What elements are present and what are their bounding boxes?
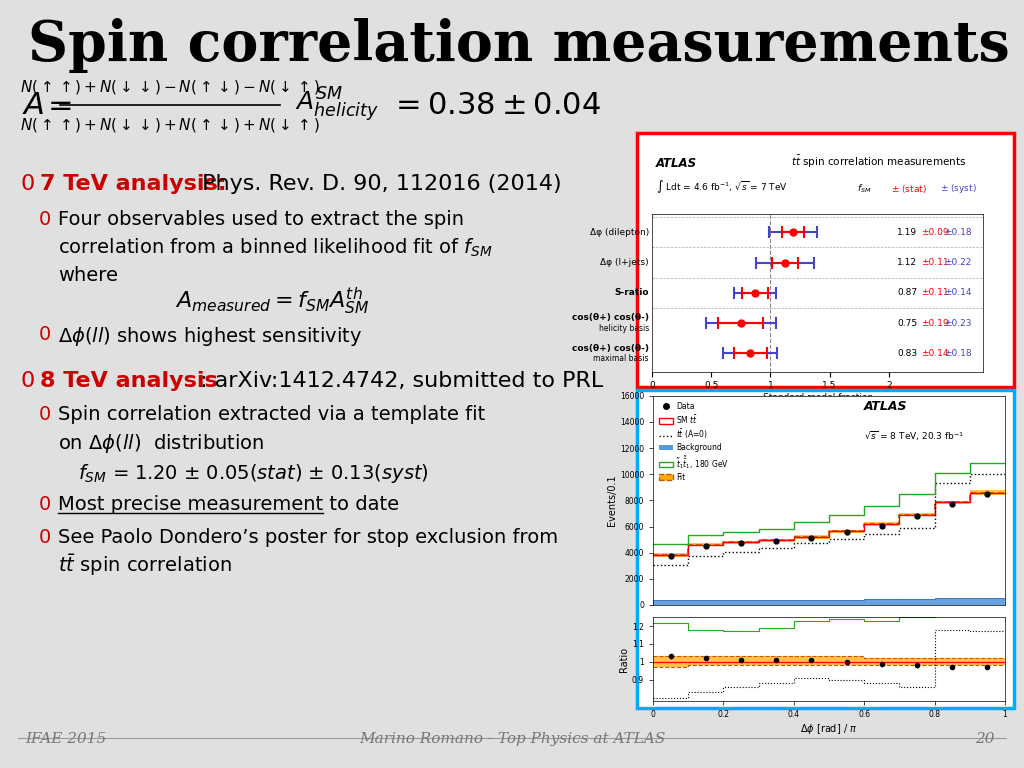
Text: ±0.14: ±0.14 — [944, 289, 972, 297]
Text: $t\bar{t}$ spin correlation measurements: $t\bar{t}$ spin correlation measurements — [792, 154, 967, 170]
Text: $\mathit{0}$: $\mathit{0}$ — [38, 528, 51, 547]
Y-axis label: Events/0.1: Events/0.1 — [607, 475, 617, 526]
Text: $N(\uparrow\uparrow)+N(\downarrow\downarrow)+N(\uparrow\downarrow)+N(\downarrow\: $N(\uparrow\uparrow)+N(\downarrow\downar… — [20, 116, 319, 134]
Text: $N(\uparrow\uparrow)+N(\downarrow\downarrow)-N(\uparrow\downarrow)-N(\downarrow\: $N(\uparrow\uparrow)+N(\downarrow\downar… — [20, 78, 319, 96]
Text: 1.19: 1.19 — [897, 228, 918, 237]
Text: maximal basis: maximal basis — [594, 354, 649, 363]
Text: $f_{SM}$ = 1.20 $\pm$ 0.05($stat$) $\pm$ 0.13($syst$): $f_{SM}$ = 1.20 $\pm$ 0.05($stat$) $\pm$… — [78, 462, 429, 485]
Text: $\pm$ (syst): $\pm$ (syst) — [940, 182, 977, 195]
Legend: Data, SM $t\bar{t}$, $t\bar{t}$ (A=0), Background, $\tilde{t}_1\tilde{\bar{t}}_1: Data, SM $t\bar{t}$, $t\bar{t}$ (A=0), B… — [657, 399, 731, 484]
Text: ±0.11: ±0.11 — [921, 289, 948, 297]
Text: Δφ (l+jets): Δφ (l+jets) — [600, 258, 649, 267]
Text: $\int$ Ldt = 4.6 fb$^{-1}$, $\sqrt{s}$ = 7 TeV: $\int$ Ldt = 4.6 fb$^{-1}$, $\sqrt{s}$ =… — [655, 178, 787, 195]
Text: Four observables used to extract the spin
correlation from a binned likelihood f: Four observables used to extract the spi… — [58, 210, 493, 285]
Text: 20: 20 — [976, 732, 995, 746]
Text: ±0.22: ±0.22 — [944, 258, 972, 267]
Text: Most precise measurement to date: Most precise measurement to date — [58, 495, 399, 514]
Text: $\mathit{0}$: $\mathit{0}$ — [20, 174, 35, 194]
Text: $\mathit{0}$: $\mathit{0}$ — [38, 210, 51, 229]
X-axis label: Standard model fraction: Standard model fraction — [763, 393, 872, 402]
Text: ATLAS: ATLAS — [864, 400, 907, 413]
Text: helicity basis: helicity basis — [599, 324, 649, 333]
Text: IFAE 2015: IFAE 2015 — [25, 732, 106, 746]
Text: $\mathit{0}$: $\mathit{0}$ — [20, 371, 35, 391]
Text: $\Delta\phi(ll)$ shows highest sensitivity: $\Delta\phi(ll)$ shows highest sensitivi… — [58, 325, 362, 348]
Text: 0.87: 0.87 — [897, 289, 918, 297]
Bar — [637, 133, 1014, 387]
Text: 8 TeV analysis: 8 TeV analysis — [40, 371, 218, 391]
Text: $\sqrt{s}$ = 8 TeV, 20.3 fb$^{-1}$: $\sqrt{s}$ = 8 TeV, 20.3 fb$^{-1}$ — [864, 429, 965, 443]
Text: $A_{measured} = f_{SM}A^{th}_{SM}$: $A_{measured} = f_{SM}A^{th}_{SM}$ — [175, 286, 370, 317]
Text: cos(θ+) cos(θ-): cos(θ+) cos(θ-) — [572, 313, 649, 323]
Text: Δφ (dilepton): Δφ (dilepton) — [590, 228, 649, 237]
Text: $t\bar{t}$ spin correlation: $t\bar{t}$ spin correlation — [58, 552, 231, 578]
Text: $\pm$ (stat): $\pm$ (stat) — [891, 184, 927, 195]
Text: cos(θ+) cos(θ-): cos(θ+) cos(θ-) — [572, 343, 649, 353]
Bar — [637, 390, 1014, 708]
Text: $\mathit{0}$: $\mathit{0}$ — [38, 405, 51, 424]
Text: : arXiv:1412.4742, submitted to PRL: : arXiv:1412.4742, submitted to PRL — [200, 371, 603, 391]
Text: Spin correlation measurements: Spin correlation measurements — [28, 18, 1010, 73]
Text: S-ratio: S-ratio — [614, 289, 649, 297]
Text: Spin correlation extracted via a template fit
on $\Delta\phi(ll)$  distribution: Spin correlation extracted via a templat… — [58, 405, 485, 455]
Text: ±0.18: ±0.18 — [944, 349, 972, 358]
X-axis label: $\Delta\phi$ [rad] / $\pi$: $\Delta\phi$ [rad] / $\pi$ — [801, 722, 858, 736]
Text: $\mathit{A}^{SM}_{helicity}$: $\mathit{A}^{SM}_{helicity}$ — [295, 86, 379, 124]
Text: $=$: $=$ — [42, 91, 73, 120]
Text: ±0.11: ±0.11 — [921, 258, 948, 267]
Text: ±0.09: ±0.09 — [921, 228, 948, 237]
Text: $= 0.38 \pm 0.04$: $= 0.38 \pm 0.04$ — [390, 91, 601, 120]
Text: 0.83: 0.83 — [897, 349, 918, 358]
Text: $f_{SM}$: $f_{SM}$ — [857, 183, 872, 195]
Text: ±0.19: ±0.19 — [921, 319, 948, 328]
Text: 7 TeV analysis:: 7 TeV analysis: — [40, 174, 226, 194]
Text: $\mathit{A}$: $\mathit{A}$ — [22, 91, 44, 120]
Text: ATLAS: ATLAS — [655, 157, 696, 170]
Text: $\mathit{0}$: $\mathit{0}$ — [38, 495, 51, 514]
Text: See Paolo Dondero’s poster for stop exclusion from: See Paolo Dondero’s poster for stop excl… — [58, 528, 558, 547]
Y-axis label: Ratio: Ratio — [620, 647, 629, 672]
Text: Phys. Rev. D. 90, 112016 (2014): Phys. Rev. D. 90, 112016 (2014) — [195, 174, 561, 194]
Text: $\mathit{0}$: $\mathit{0}$ — [38, 325, 51, 344]
Text: ±0.18: ±0.18 — [944, 228, 972, 237]
Text: ±0.14: ±0.14 — [921, 349, 948, 358]
Text: 1.12: 1.12 — [897, 258, 916, 267]
Text: ±0.23: ±0.23 — [944, 319, 972, 328]
Text: 0.75: 0.75 — [897, 319, 918, 328]
Text: Marino Romano - Top Physics at ATLAS: Marino Romano - Top Physics at ATLAS — [358, 732, 666, 746]
